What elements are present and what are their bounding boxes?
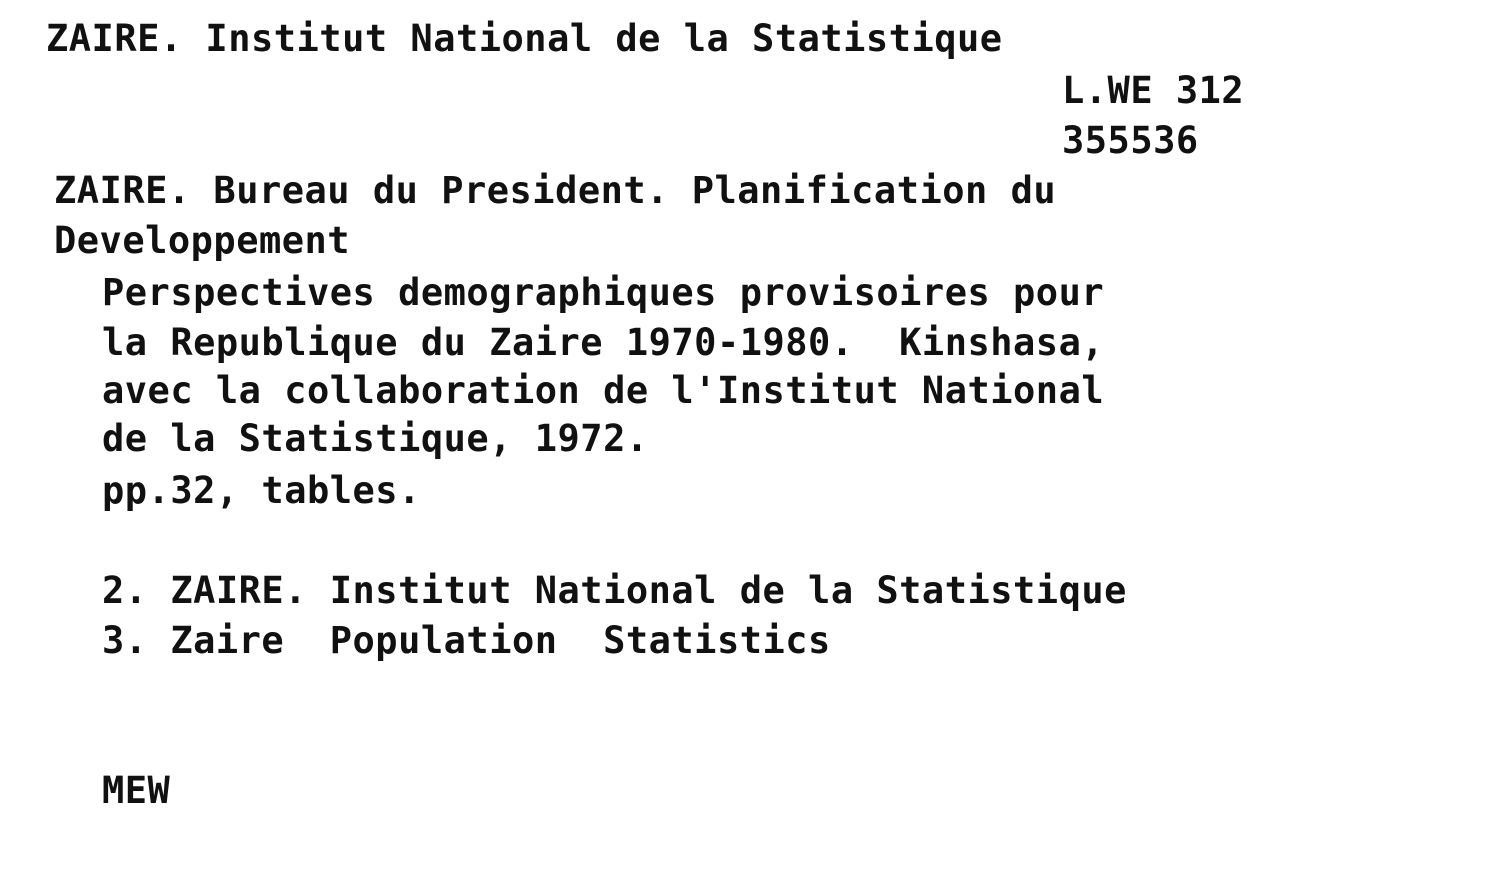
cataloger-initials: MEW <box>102 769 171 812</box>
description-line-1: Perspectives demographiques provisoires … <box>102 271 1105 314</box>
description-line-3: avec la collaboration de l'Institut Nati… <box>102 369 1105 412</box>
author-line-1: ZAIRE. Bureau du President. Planificatio… <box>54 169 1057 212</box>
description-line-2: la Republique du Zaire 1970-1980. Kinsha… <box>102 321 1105 364</box>
description-line-4: de la Statistique, 1972. <box>102 417 649 460</box>
author-line-2: Developpement <box>54 219 351 262</box>
card-heading: ZAIRE. Institut National de la Statistiq… <box>46 17 1003 60</box>
description-line-5: pp.32, tables. <box>102 469 421 512</box>
subject-entry-3: 3. Zaire Population Statistics <box>102 619 831 662</box>
call-number-line-1: L.WE 312 <box>1062 69 1245 112</box>
subject-entry-2: 2. ZAIRE. Institut National de la Statis… <box>102 569 1127 612</box>
call-number-line-2: 355536 <box>1062 119 1199 162</box>
